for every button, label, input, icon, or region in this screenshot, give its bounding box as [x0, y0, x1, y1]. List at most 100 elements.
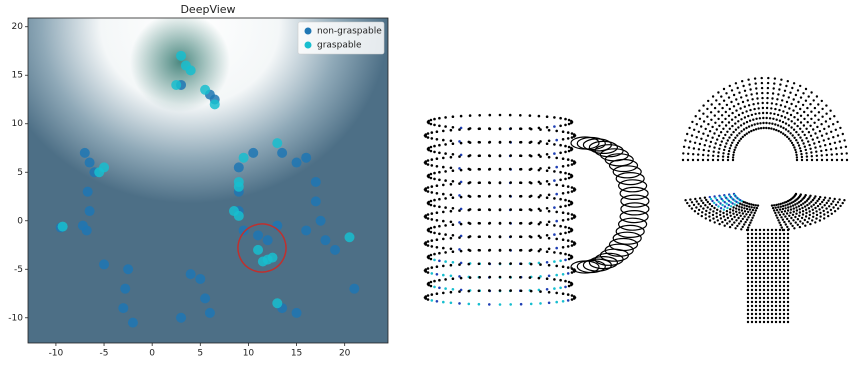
cloud-dot: [567, 158, 570, 161]
cloud-dot: [736, 134, 738, 136]
cloud-dot: [779, 241, 781, 243]
cloud-dot: [488, 154, 491, 157]
cloud-dot: [488, 262, 491, 265]
cloud-dot: [790, 126, 792, 128]
cloud-dot: [830, 148, 832, 150]
cloud-dot: [726, 202, 728, 204]
cloud-dot: [692, 153, 694, 155]
cloud-dot: [771, 97, 773, 99]
cloud-dot: [779, 273, 781, 275]
cloud-dot: [814, 107, 816, 109]
cloud-dot: [790, 217, 792, 219]
cloud-dot: [436, 265, 439, 268]
cloud-dot: [839, 140, 841, 142]
cloud-dot: [748, 224, 750, 226]
cloud-dot: [751, 229, 753, 231]
cloud-dot: [744, 221, 746, 223]
cloud-dot: [756, 97, 758, 99]
cloud-dot: [559, 233, 562, 236]
cloud-dot: [738, 205, 740, 207]
cloud-dot: [520, 182, 523, 185]
cloud-dot: [775, 229, 777, 231]
cloud-dot: [714, 107, 716, 109]
cloud-dot: [744, 134, 746, 136]
cloud-dot: [799, 220, 801, 222]
cloud-dot: [747, 257, 749, 259]
cloud-dot: [759, 229, 761, 231]
cloud-dot: [737, 217, 739, 219]
cloud-dot: [468, 290, 471, 293]
cloud-dot: [793, 207, 795, 209]
cloud-dot: [801, 217, 803, 219]
cloud-dot: [499, 114, 502, 117]
cloud-dot: [553, 116, 556, 119]
cloud-dot: [830, 131, 832, 133]
cloud-dot: [444, 233, 447, 236]
cloud-dot: [740, 215, 742, 217]
cloud-dot: [767, 273, 769, 275]
cloud-dot: [570, 120, 573, 123]
x-tick-label: 10: [243, 349, 255, 359]
scatter-point: [272, 298, 282, 308]
figure: DeepView non-graspablegraspable -10-5051…: [0, 0, 855, 361]
cloud-dot: [763, 265, 765, 267]
cloud-dot: [763, 237, 765, 239]
cloud-dot: [751, 293, 753, 295]
cloud-dot: [787, 245, 789, 247]
cloud-dot: [767, 285, 769, 287]
cloud-dot: [771, 317, 773, 319]
cloud-dot: [745, 110, 747, 112]
cloud-dot: [775, 103, 777, 105]
cloud-dot: [555, 184, 558, 187]
cloud-dot: [797, 218, 799, 220]
cloud-dot: [733, 221, 735, 223]
cloud-dot: [724, 219, 726, 221]
cloud-dot: [427, 186, 430, 189]
cloud-dot: [792, 214, 794, 216]
cloud-dot: [810, 135, 812, 137]
cloud-dot: [692, 159, 694, 161]
cloud-dot: [726, 213, 728, 215]
cloud-dot: [752, 209, 754, 211]
cloud-dot: [548, 129, 551, 132]
cloud-dot: [784, 134, 786, 136]
cloud-dot: [778, 130, 780, 132]
cloud-dot: [725, 111, 727, 113]
cloud-dot: [488, 289, 491, 292]
cloud-dot: [808, 95, 810, 97]
cloud-dot: [499, 181, 502, 184]
cloud-dot: [767, 317, 769, 319]
cloud-dot: [548, 275, 551, 278]
cloud-dot: [763, 233, 765, 235]
cloud-dot: [785, 122, 787, 124]
cloud-dot: [749, 88, 751, 90]
cloud-dot: [452, 277, 455, 280]
cloud-dot: [570, 201, 573, 204]
cloud-dot: [830, 203, 832, 205]
cloud-dot: [731, 119, 733, 121]
cloud-dot: [825, 104, 827, 106]
cloud-dot: [460, 277, 463, 280]
cloud-dot: [450, 140, 453, 143]
cloud-dot: [742, 218, 744, 220]
cloud-dot: [548, 264, 551, 267]
cloud-dot: [819, 212, 821, 214]
cloud-dot: [740, 124, 742, 126]
cloud-dot: [570, 147, 573, 150]
cloud-dot: [721, 140, 723, 142]
cloud-dot: [436, 246, 439, 249]
cloud-dot: [546, 207, 549, 210]
cloud-dot: [564, 280, 567, 283]
cloud-dot: [750, 219, 752, 221]
cloud-dot: [808, 131, 810, 133]
cloud-dot: [787, 265, 789, 267]
cloud-dot: [751, 313, 753, 315]
cloud-dot: [553, 152, 556, 155]
cloud-dot: [777, 211, 779, 213]
cloud-dot: [442, 130, 445, 133]
cloud-dot: [743, 128, 745, 130]
cloud-dot: [776, 119, 778, 121]
cloud-dot: [571, 163, 574, 166]
scatter-point: [277, 148, 287, 158]
cloud-dot: [734, 203, 736, 205]
